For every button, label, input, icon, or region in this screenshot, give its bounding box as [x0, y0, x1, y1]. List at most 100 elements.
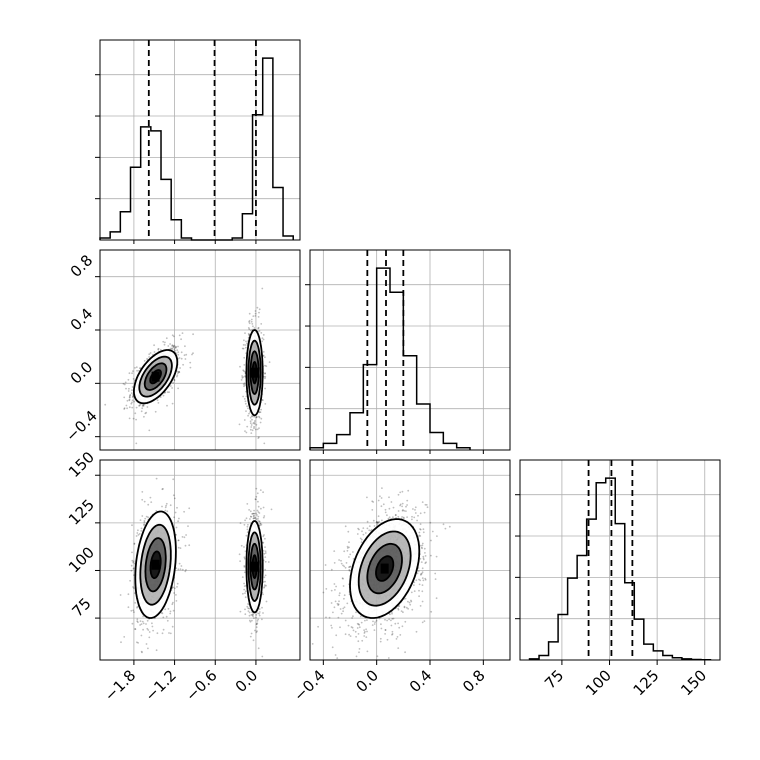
sample-point — [405, 606, 408, 609]
sample-point — [268, 361, 271, 363]
sample-point — [162, 628, 165, 631]
sample-point — [402, 611, 404, 614]
sample-point — [344, 525, 347, 528]
sample-point — [261, 618, 263, 621]
sample-point — [444, 527, 447, 530]
histogram-1 — [309, 267, 471, 450]
sample-point — [161, 505, 163, 508]
sample-point — [250, 424, 253, 426]
sample-point — [175, 594, 177, 596]
sample-point — [338, 559, 340, 561]
x-tick-label: 0.0 — [232, 666, 262, 696]
sample-point — [249, 515, 252, 518]
sample-point — [253, 420, 256, 422]
sample-point — [169, 504, 172, 507]
sample-point — [139, 519, 142, 521]
sample-point — [255, 626, 258, 628]
sample-point — [167, 608, 170, 610]
sample-point — [418, 583, 421, 586]
sample-point — [125, 404, 128, 407]
sample-point — [248, 412, 250, 415]
sample-point — [259, 421, 262, 424]
sample-point — [251, 323, 254, 325]
sample-point — [424, 562, 427, 565]
sample-point — [180, 357, 183, 360]
sample-point — [247, 523, 249, 526]
sample-point — [144, 412, 147, 415]
sample-point — [249, 620, 252, 623]
sample-point — [173, 497, 176, 500]
sample-point — [406, 504, 408, 506]
sample-point — [356, 622, 359, 625]
sample-point — [261, 340, 263, 343]
sample-point — [247, 603, 249, 605]
sample-point — [172, 478, 175, 481]
sample-point — [390, 619, 392, 622]
sample-point — [421, 544, 424, 547]
sample-point — [245, 410, 247, 412]
sample-point — [245, 395, 248, 398]
sample-point — [243, 385, 245, 388]
sample-point — [387, 657, 390, 659]
sample-point — [424, 552, 426, 554]
sample-point — [403, 606, 406, 609]
density-contour — [247, 531, 262, 602]
sample-point — [263, 576, 266, 579]
sample-point — [174, 511, 177, 514]
sample-point — [256, 620, 259, 622]
sample-point — [414, 509, 416, 511]
sample-point — [239, 522, 242, 524]
sample-point — [176, 370, 179, 373]
sample-point — [184, 358, 187, 360]
sample-point — [243, 370, 245, 372]
sample-point — [415, 630, 418, 633]
sample-point — [240, 544, 243, 547]
sample-point — [127, 378, 130, 381]
sample-point — [387, 517, 390, 520]
sample-point — [411, 515, 413, 518]
sample-point — [336, 602, 339, 605]
sample-point — [134, 628, 137, 630]
sample-point — [249, 428, 252, 431]
sample-point — [386, 514, 388, 517]
sample-point — [148, 636, 151, 639]
sample-point — [143, 500, 146, 503]
sample-point — [357, 623, 360, 626]
sample-point — [167, 345, 170, 347]
sample-point — [390, 624, 393, 627]
sample-point — [360, 621, 363, 624]
sample-point — [403, 517, 405, 520]
sample-point — [372, 620, 374, 623]
sample-point — [183, 510, 186, 513]
sample-point — [247, 607, 250, 610]
sample-point — [258, 436, 260, 438]
sample-point — [410, 599, 412, 602]
sample-point — [435, 555, 438, 558]
sample-point — [128, 396, 131, 399]
sample-point — [157, 402, 160, 404]
sample-point — [246, 528, 249, 531]
sample-point — [377, 521, 379, 524]
sample-point — [141, 407, 144, 410]
sample-point — [397, 607, 399, 610]
sample-point — [156, 399, 159, 402]
sample-point — [132, 587, 135, 589]
sample-point — [341, 577, 344, 579]
sample-point — [162, 340, 165, 343]
sample-point — [176, 586, 178, 588]
sample-point — [131, 406, 134, 409]
density-contour — [375, 555, 395, 582]
sample-point — [248, 319, 251, 322]
joint-content — [100, 250, 300, 450]
sample-point — [394, 622, 397, 625]
sample-point — [176, 375, 178, 378]
density-contour — [349, 518, 421, 619]
y-tick-label: 0.4 — [67, 305, 97, 335]
sample-point — [151, 622, 153, 625]
sample-point — [169, 612, 172, 615]
sample-point — [366, 619, 368, 621]
sample-point — [401, 625, 404, 628]
sample-point — [410, 600, 413, 603]
sample-point — [416, 572, 419, 575]
sample-point — [261, 337, 264, 340]
